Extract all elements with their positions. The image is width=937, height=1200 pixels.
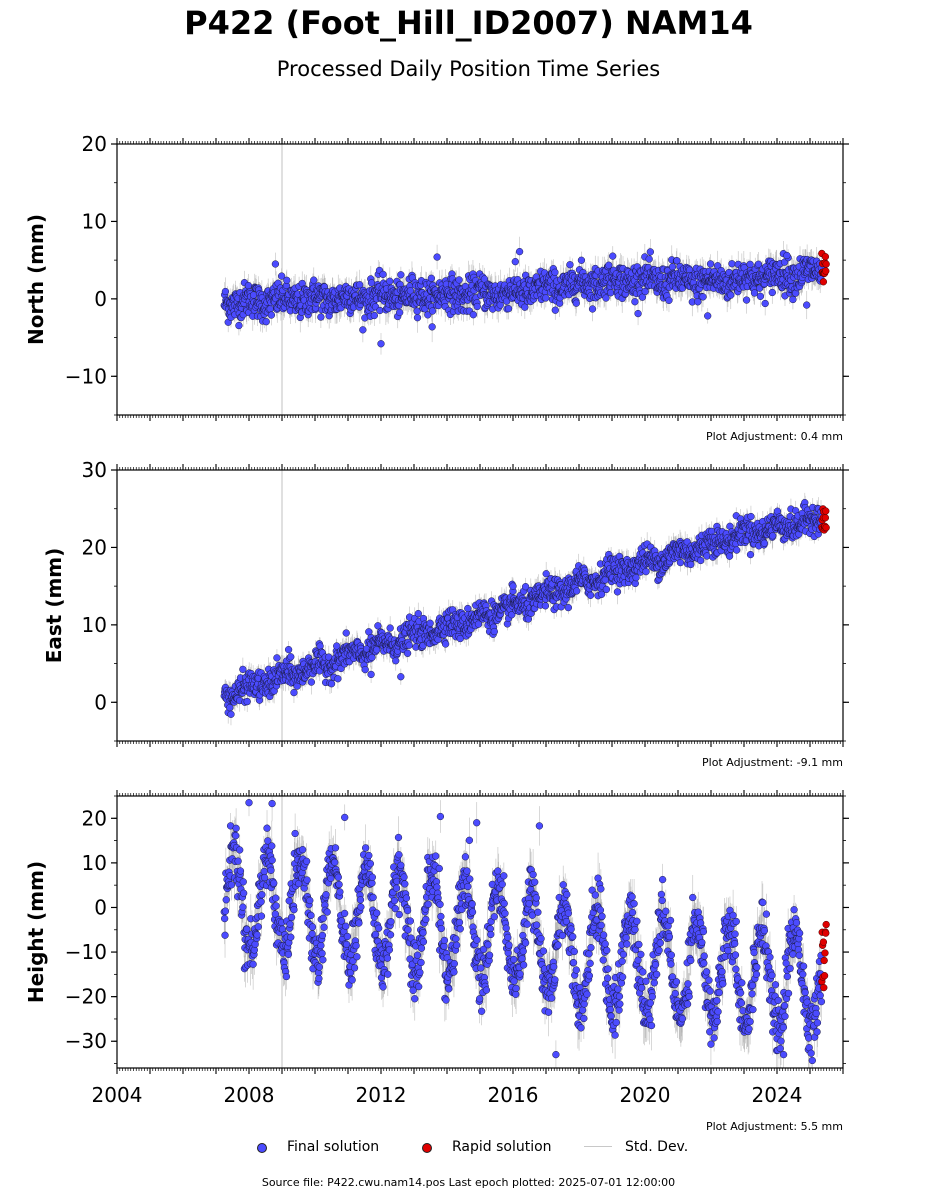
final-point (631, 298, 639, 306)
rapid-solution-points (818, 249, 830, 286)
page-title: P422 (Foot_Hill_ID2007) NAM14 (184, 4, 753, 42)
final-point (370, 311, 378, 320)
final-point (742, 296, 751, 304)
final-point (542, 294, 550, 302)
final-point (761, 299, 769, 308)
final-point (356, 281, 364, 289)
final-point (511, 258, 519, 266)
final-point (379, 270, 387, 279)
final-point (699, 293, 707, 301)
final-point (727, 291, 735, 299)
final-point (646, 248, 654, 256)
final-point (551, 268, 559, 276)
final-point (551, 306, 559, 314)
y-tick-label: 0 (94, 287, 107, 311)
final-point (588, 305, 597, 313)
final-point (469, 311, 477, 319)
final-point (673, 257, 681, 265)
y-axis: −10 0 10 20 (65, 132, 849, 416)
final-point (262, 318, 270, 326)
rapid-point (822, 267, 830, 275)
final-point (704, 312, 712, 320)
rapid-point (822, 260, 830, 268)
final-point (750, 289, 759, 297)
final-point (396, 308, 404, 317)
final-point (754, 260, 763, 268)
final-point (566, 261, 574, 269)
final-point (406, 287, 415, 295)
final-point (756, 292, 765, 300)
final-point (377, 340, 385, 348)
final-point (706, 260, 715, 268)
final-point (244, 281, 253, 290)
final-point (428, 307, 437, 315)
final-point (271, 260, 280, 268)
final-point (267, 311, 276, 319)
final-point (694, 298, 702, 306)
rapid-point (819, 278, 828, 286)
final-point (728, 260, 736, 268)
final-point (428, 323, 436, 331)
y-tick-label: 20 (82, 132, 107, 156)
final-point (577, 256, 586, 264)
final-point (427, 274, 436, 282)
final-point (768, 288, 776, 297)
plot-area-north (220, 144, 830, 415)
final-point (397, 271, 405, 279)
final-point (746, 260, 754, 268)
final-point (317, 313, 325, 321)
final-point (665, 296, 673, 305)
final-point (386, 277, 394, 285)
final-point (278, 272, 286, 280)
final-point (221, 287, 230, 296)
final-point (521, 303, 529, 311)
final-point (249, 291, 258, 299)
final-point (235, 321, 243, 330)
y-tick-label: −10 (65, 364, 107, 388)
final-point (602, 294, 610, 302)
final-point (515, 247, 524, 256)
final-point (455, 276, 463, 284)
final-point (413, 314, 422, 322)
final-point (433, 253, 441, 261)
final-point (310, 276, 318, 284)
plot-adjustment-north: Plot Adjustment: 0.4 mm (706, 430, 843, 443)
final-point (283, 276, 291, 284)
x-axis (116, 138, 844, 421)
final-point (609, 252, 617, 260)
final-point (645, 255, 653, 263)
final-point (504, 304, 513, 313)
final-solution-points (220, 247, 826, 348)
final-point (668, 263, 677, 271)
y-tick-label: 10 (82, 209, 107, 233)
final-point (473, 302, 481, 311)
final-point (634, 309, 642, 318)
final-point (502, 297, 511, 305)
rapid-point (821, 253, 830, 261)
final-point (266, 305, 274, 313)
final-point (803, 301, 811, 309)
panel-north: −10 0 10 20 North (mm) Plot Adjustment: 0.4 m… (24, 132, 849, 443)
y-axis-label-north: North (mm) (24, 214, 48, 345)
final-point (359, 326, 367, 334)
final-point (789, 295, 797, 304)
final-point (480, 275, 489, 283)
final-point (605, 261, 613, 269)
final-point (783, 251, 791, 260)
plot-area-east (220, 470, 830, 741)
final-point (714, 262, 722, 270)
page-subtitle: Processed Daily Position Time Series (276, 57, 661, 81)
final-point (424, 311, 432, 319)
final-point (572, 299, 580, 307)
